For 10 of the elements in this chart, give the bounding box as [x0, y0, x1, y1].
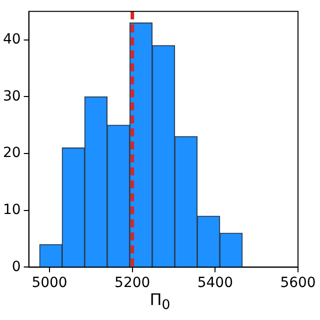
y-tick-label: 10: [2, 202, 21, 218]
y-tick-label: 30: [2, 88, 21, 104]
x-tick-label: 5400: [197, 275, 233, 292]
x-axis-title: Π$_{0}$: [148, 290, 172, 314]
x-tick-label: 5200: [114, 275, 150, 292]
x-tick-label: 5600: [280, 275, 316, 292]
x-tick-label: 5000: [32, 275, 68, 292]
y-tick-label: 40: [2, 31, 21, 48]
y-tick-label: 20: [2, 145, 21, 162]
y-tick-label: 0: [12, 258, 21, 275]
